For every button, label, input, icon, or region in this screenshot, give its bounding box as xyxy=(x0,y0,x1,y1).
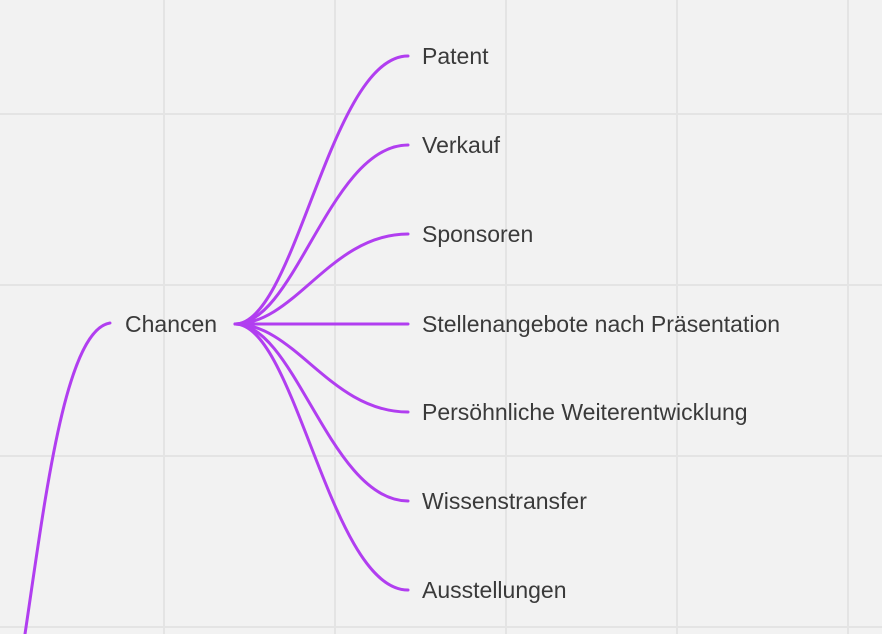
branch-connector-1 xyxy=(233,54,410,326)
child-node-verkauf[interactable]: Verkauf xyxy=(422,132,500,158)
branch-connector-5 xyxy=(233,322,410,414)
child-node-wissenstransfer[interactable]: Wissenstransfer xyxy=(422,488,587,514)
child-node-patent[interactable]: Patent xyxy=(422,43,489,69)
branch-connector-3 xyxy=(233,232,410,326)
child-node-ausstellungen[interactable]: Ausstellungen xyxy=(422,577,567,603)
parent-connector xyxy=(23,321,112,634)
child-node-sponsoren[interactable]: Sponsoren xyxy=(422,221,534,247)
child-node-weiterentwicklung[interactable]: Persöhnliche Weiterentwicklung xyxy=(422,399,748,425)
branch-connector-2 xyxy=(233,143,410,326)
child-node-stellenangebote[interactable]: Stellenangebote nach Präsentation xyxy=(422,311,781,337)
branch-connector-7 xyxy=(233,322,410,592)
topic-node-chancen[interactable]: Chancen xyxy=(125,311,218,337)
branch-connector-6 xyxy=(233,322,410,503)
